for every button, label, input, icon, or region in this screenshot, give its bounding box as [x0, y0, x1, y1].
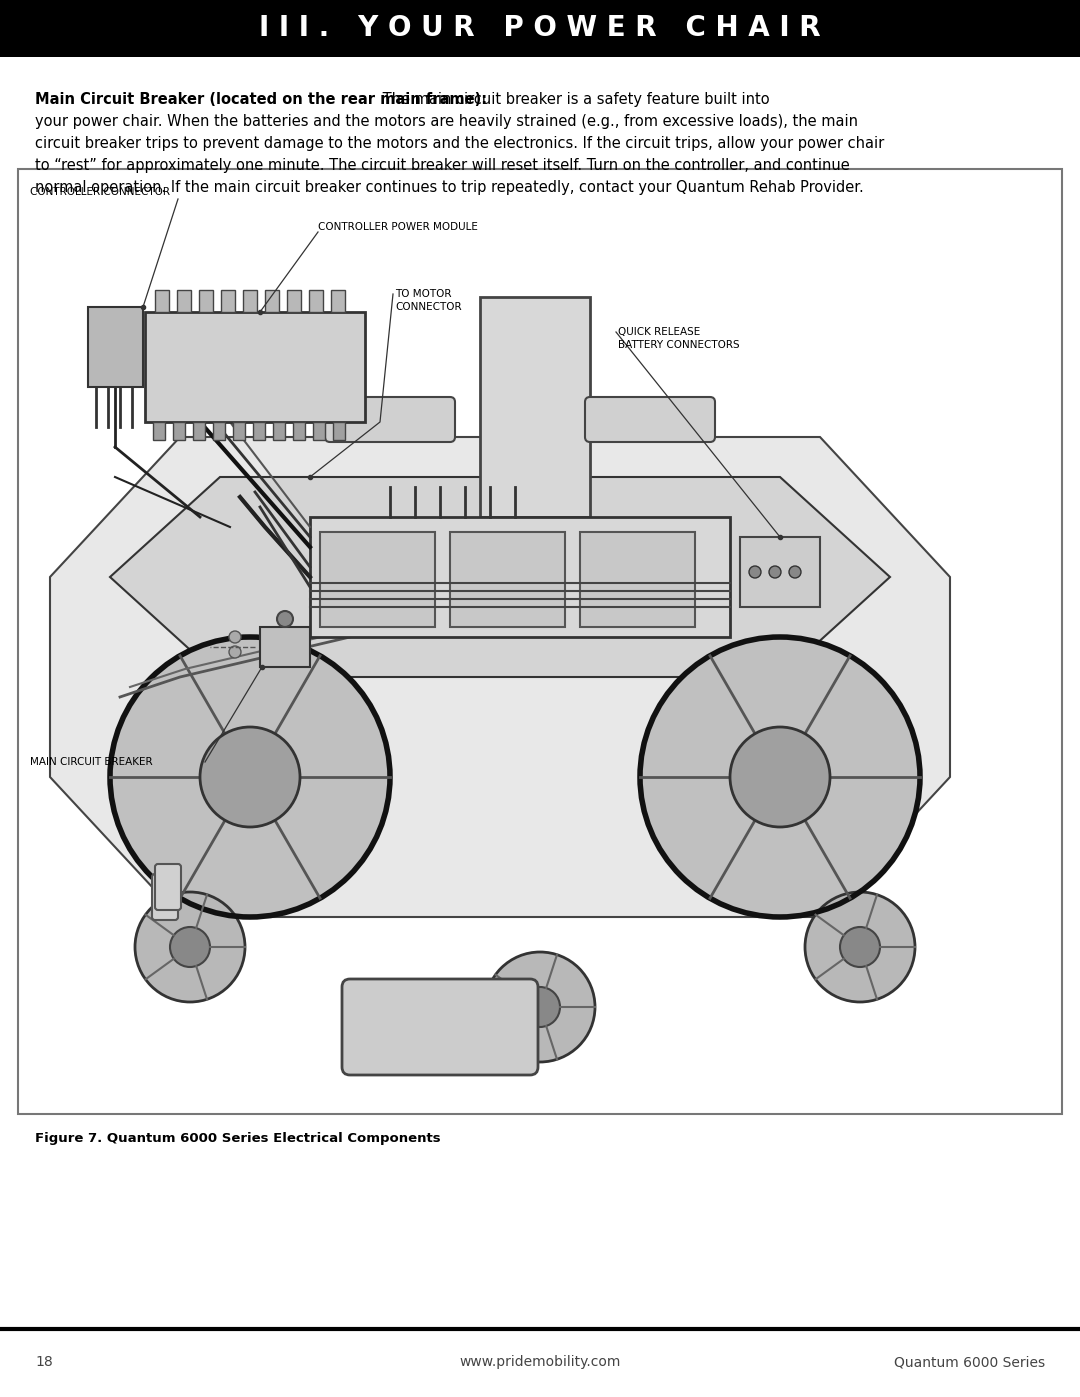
- Text: www.pridemobility.com: www.pridemobility.com: [459, 1355, 621, 1369]
- Circle shape: [805, 893, 915, 1002]
- Text: Main Circuit Breaker (located on the rear main frame):: Main Circuit Breaker (located on the rea…: [35, 92, 487, 108]
- Text: Figure 7. Quantum 6000 Series Electrical Components: Figure 7. Quantum 6000 Series Electrical…: [35, 1132, 441, 1146]
- Bar: [0, 0, 1080, 57]
- Circle shape: [789, 566, 801, 578]
- Text: circuit breaker trips to prevent damage to the motors and the electronics. If th: circuit breaker trips to prevent damage …: [35, 136, 885, 151]
- Bar: [156, 291, 168, 312]
- Bar: [740, 536, 820, 608]
- Bar: [310, 517, 730, 637]
- Text: normal operation. If the main circuit breaker continues to trip repeatedly, cont: normal operation. If the main circuit br…: [35, 180, 864, 196]
- Bar: [293, 422, 305, 440]
- Text: BATTERY CONNECTORS: BATTERY CONNECTORS: [618, 339, 740, 351]
- FancyBboxPatch shape: [325, 397, 455, 441]
- Circle shape: [200, 726, 300, 827]
- Polygon shape: [50, 437, 950, 916]
- Bar: [18, 169, 1062, 1113]
- Bar: [273, 422, 285, 440]
- Bar: [313, 422, 325, 440]
- Circle shape: [110, 637, 390, 916]
- FancyBboxPatch shape: [585, 397, 715, 441]
- Bar: [199, 291, 213, 312]
- Circle shape: [840, 928, 880, 967]
- Circle shape: [769, 566, 781, 578]
- Bar: [450, 532, 565, 627]
- Text: 18: 18: [35, 1355, 53, 1369]
- FancyBboxPatch shape: [342, 979, 538, 1076]
- FancyBboxPatch shape: [152, 875, 178, 921]
- Bar: [309, 291, 323, 312]
- Polygon shape: [480, 298, 590, 517]
- Polygon shape: [110, 476, 890, 678]
- FancyBboxPatch shape: [156, 863, 181, 909]
- Bar: [580, 532, 696, 627]
- Bar: [333, 422, 345, 440]
- Bar: [265, 291, 279, 312]
- Circle shape: [170, 928, 210, 967]
- Text: CONNECTOR: CONNECTOR: [395, 302, 461, 312]
- Bar: [243, 291, 257, 312]
- Text: CONTROLLER CONNECTOR: CONTROLLER CONNECTOR: [30, 187, 170, 197]
- Circle shape: [519, 988, 561, 1027]
- Text: QUICK RELEASE: QUICK RELEASE: [618, 327, 700, 337]
- Bar: [260, 627, 310, 666]
- Text: MAIN CIRCUIT BREAKER: MAIN CIRCUIT BREAKER: [30, 757, 152, 767]
- Bar: [330, 291, 345, 312]
- Circle shape: [730, 726, 831, 827]
- Circle shape: [750, 566, 761, 578]
- Bar: [177, 291, 191, 312]
- Bar: [193, 422, 205, 440]
- Bar: [173, 422, 185, 440]
- Circle shape: [640, 637, 920, 916]
- Bar: [21, 170, 1059, 1112]
- Circle shape: [276, 610, 293, 627]
- Text: TO MOTOR: TO MOTOR: [395, 289, 451, 299]
- Text: to “rest” for approximately one minute. The circuit breaker will reset itself. T: to “rest” for approximately one minute. …: [35, 158, 850, 173]
- Bar: [320, 532, 435, 627]
- Bar: [87, 307, 143, 387]
- Bar: [253, 422, 265, 440]
- Bar: [153, 422, 165, 440]
- Bar: [145, 312, 365, 422]
- Bar: [287, 291, 301, 312]
- Text: The main circuit breaker is a safety feature built into: The main circuit breaker is a safety fea…: [378, 92, 770, 108]
- Circle shape: [135, 893, 245, 1002]
- Text: your power chair. When the batteries and the motors are heavily strained (e.g., : your power chair. When the batteries and…: [35, 115, 858, 129]
- Bar: [221, 291, 235, 312]
- Bar: [213, 422, 225, 440]
- Text: CONTROLLER POWER MODULE: CONTROLLER POWER MODULE: [318, 222, 477, 232]
- Circle shape: [485, 951, 595, 1062]
- Text: I I I .   Y O U R   P O W E R   C H A I R: I I I . Y O U R P O W E R C H A I R: [259, 14, 821, 42]
- Bar: [233, 422, 245, 440]
- Circle shape: [229, 645, 241, 658]
- Circle shape: [229, 631, 241, 643]
- Text: Quantum 6000 Series: Quantum 6000 Series: [894, 1355, 1045, 1369]
